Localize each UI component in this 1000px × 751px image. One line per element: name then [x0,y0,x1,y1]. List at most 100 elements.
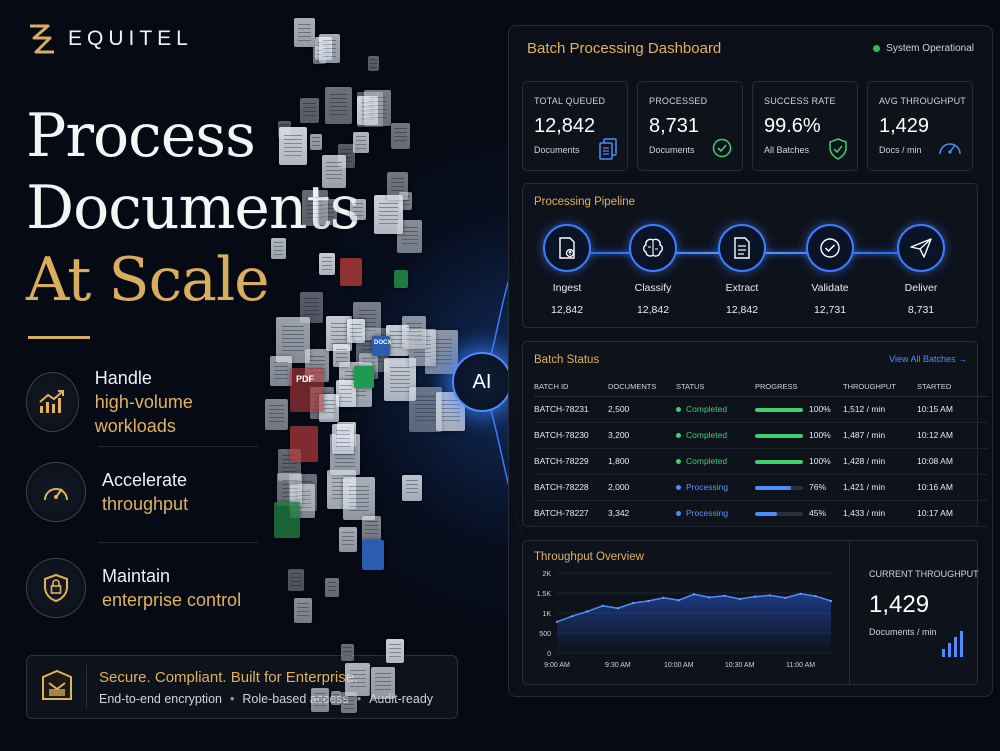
pipeline-step-name: Classify [634,282,672,294]
stat-value: 99.6% [764,115,821,137]
document-page-icon [319,394,339,422]
document-page-icon [399,192,412,210]
batch-status-cell: Processing [676,474,755,501]
status-text: Processing [686,482,729,493]
status-text: Completed [686,456,728,467]
document-text-icon [718,224,766,272]
spreadsheet-file-icon [394,270,408,288]
document-page-icon [402,316,426,349]
y-tick-label: 1K [542,611,551,618]
pipeline-step-ingest[interactable]: Ingest 12,842 [527,224,607,316]
pdf-file-icon [290,426,318,462]
table-row[interactable]: BATCH-78229 1,800 Completed 100% 1,428 / min… [534,448,988,475]
pipeline-step-classify[interactable]: Classify 12,842 [613,224,693,316]
stat-sub: Documents [534,145,580,155]
data-point [571,615,574,618]
batch-started: 10:16 AM [917,474,988,501]
pipeline-step-name: Extract [725,282,759,294]
progress-percent: 100% [809,404,831,414]
throughput-line-chart[interactable]: 0 500 1K 1.5K 2K 9:00 AM 9:30 AM 10:00 AM 10:30 … [523,565,843,680]
secure-badge-icon [27,665,87,709]
y-tick-label: 1.5K [537,591,552,598]
batch-status-cell: Completed [676,422,755,449]
data-point [799,592,802,595]
stat-value: 1,429 [879,115,930,137]
feature-divider [98,446,258,447]
document-page-icon [368,56,379,71]
document-page-icon [339,362,372,407]
feature-subtitle: throughput [102,494,189,514]
document-page-icon [386,325,409,356]
brand-name: EQUITEL [68,27,193,50]
stat-card-processed[interactable]: PROCESSED 8,731 Documents [637,81,743,171]
batch-dashboard: Batch Processing Dashboard System Operat… [508,25,993,697]
current-throughput-value: 1,429 [869,591,930,618]
docx-file-icon [372,336,390,356]
progress-bar [755,407,803,412]
batch-table: BATCH ID DOCUMENTS STATUS PROGRESS THROU… [534,378,988,527]
stat-card-total-queued[interactable]: TOTAL QUEUED 12,842 Documents [522,81,628,171]
document-page-icon [325,578,339,597]
current-throughput-unit: Documents / min [869,627,937,637]
table-row[interactable]: BATCH-78227 3,342 Processing 45% 1,433 / min… [534,500,988,527]
stat-card-avg-throughput[interactable]: AVG THROUGHPUT 1,429 Docs / min [867,81,973,171]
table-row[interactable]: BATCH-78230 3,200 Completed 100% 1,487 / min… [534,422,988,449]
system-status-text: System Operational [886,43,974,54]
current-throughput-label: CURRENT THROUGHPUT [869,569,979,579]
security-features: End-to-end encryption • Role-based access •… [99,691,434,706]
document-page-icon [357,92,383,127]
progress-percent: 76% [809,482,827,492]
pipeline-step-validate[interactable]: Validate 12,731 [790,224,870,316]
feature-enterprise-control: Maintain enterprise control [26,558,256,618]
data-point [723,594,726,597]
document-page-icon [409,329,436,366]
document-page-icon [425,330,458,374]
status-badge: Completed [676,404,727,414]
table-row[interactable]: BATCH-78231 2,500 Completed 100% 1,512 / min… [534,396,988,423]
progress-bar [755,459,803,464]
data-point [829,599,833,603]
progress-fill [755,511,777,516]
shield-check-icon [829,138,847,160]
status-dot-icon [676,510,681,516]
status-badge: Completed [676,456,727,466]
document-page-icon [288,569,304,591]
document-page-icon [277,473,302,506]
column-header[interactable]: STATUS [676,378,755,397]
status-dot-icon [873,45,881,52]
column-header[interactable]: PROGRESS [755,378,843,397]
x-tick-label: 10:00 AM [664,662,694,669]
document-page-icon [315,37,332,60]
hero-headline: Process Documents At Scale [26,100,360,316]
paper-plane-icon [897,224,945,272]
pipeline-step-deliver[interactable]: Deliver 8,731 [881,224,961,316]
column-header[interactable]: STARTED [917,378,988,397]
document-page-icon [305,349,329,382]
table-row[interactable]: BATCH-78228 2,000 Processing 76% 1,421 / min… [534,474,988,501]
shield-lock-icon [26,558,86,618]
stat-card-success-rate[interactable]: SUCCESS RATE 99.6% All Batches [752,81,858,171]
gold-divider [28,336,90,339]
document-page-icon [384,358,416,401]
view-all-batches-link[interactable]: View All Batches → [889,354,967,364]
batch-id: BATCH-78230 [534,422,608,449]
batch-status-cell: Completed [676,448,755,475]
document-page-icon [330,434,360,475]
column-header[interactable]: BATCH ID [534,378,608,397]
pipeline-step-count: 12,731 [813,304,847,316]
pipeline-step-extract[interactable]: Extract 12,842 [702,224,782,316]
system-status: System Operational [873,43,974,54]
document-page-icon [290,484,315,518]
progress-percent: 100% [809,456,831,466]
column-header[interactable]: THROUGHPUT [843,378,917,397]
pipeline-step-count: 12,842 [636,304,670,316]
column-header[interactable]: DOCUMENTS [608,378,676,397]
check-circle-icon [712,138,732,158]
data-point [708,596,711,599]
document-page-icon [327,470,356,509]
stat-sub: Docs / min [879,145,922,155]
batch-status-title: Batch Status [534,354,600,366]
batch-started: 10:12 AM [917,422,988,449]
pipeline-step-count: 8,731 [907,304,935,316]
status-text: Completed [686,404,728,415]
